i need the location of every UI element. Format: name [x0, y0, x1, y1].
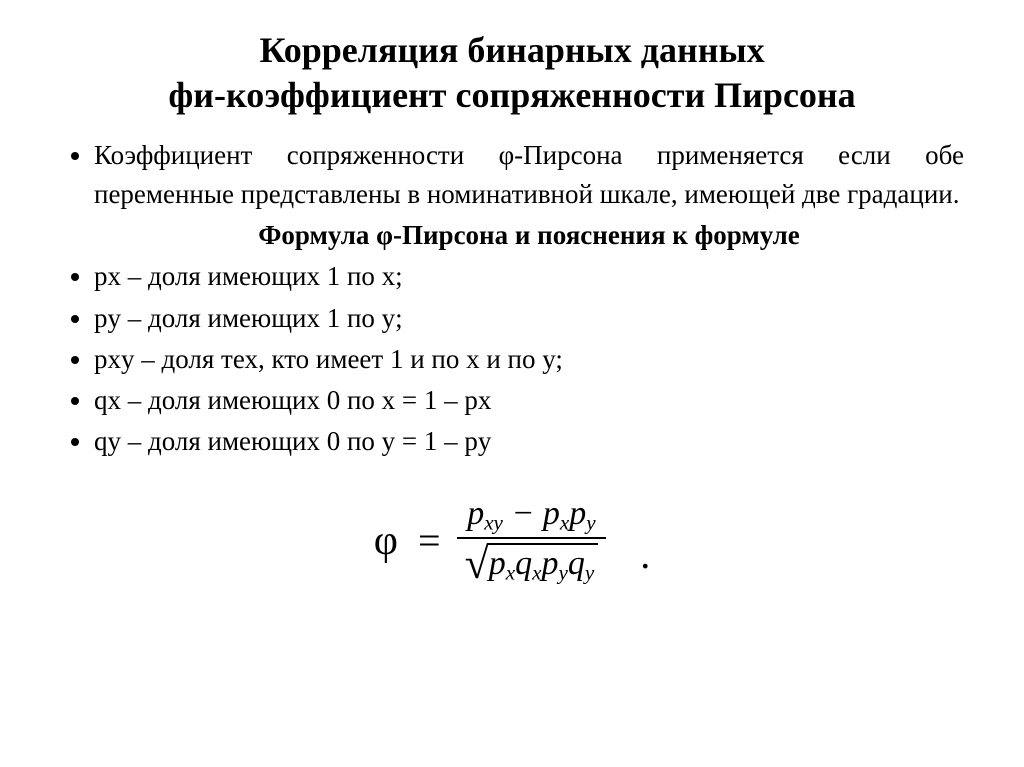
den-qx: qx: [515, 545, 541, 582]
equals-sign: =: [418, 521, 441, 561]
numerator: pxy − pxpy: [459, 493, 603, 537]
bullet-py: py – доля имеющих 1 по y;: [94, 299, 964, 338]
bullet-px: px – доля имеющих 1 по х;: [94, 257, 964, 296]
radicand: pxqxpyqy: [487, 543, 598, 583]
bullet-qx: qx – доля имеющих 0 по х = 1 – px: [94, 381, 964, 420]
intro-paragraph: Коэффициент сопряженности φ-Пирсона прим…: [94, 136, 964, 214]
radical-icon: √: [465, 544, 489, 584]
slide: Корреляция бинарных данных фи-коэффициен…: [0, 0, 1024, 767]
bullet-pxy: pxy – доля тех, кто имеет 1 и по х и по …: [94, 340, 964, 379]
formula-period: .: [640, 535, 650, 589]
den-px: px: [489, 545, 515, 582]
content-list: Коэффициент сопряженности φ-Пирсона прим…: [60, 136, 964, 461]
bullet-qy: qy – доля имеющих 0 по y = 1 – py: [94, 422, 964, 461]
square-root: √ pxqxpyqy: [465, 543, 599, 583]
subheading: Формула φ-Пирсона и пояснения к формуле: [94, 216, 964, 255]
den-qy: qy: [568, 545, 594, 582]
title-line-1: Корреляция бинарных данных: [60, 28, 964, 73]
num-py: py: [569, 495, 595, 532]
phi-formula: φ = pxy − pxpy √ pxqxpyqy: [374, 493, 650, 589]
denominator: √ pxqxpyqy: [457, 539, 607, 589]
num-px: px: [543, 495, 569, 532]
slide-title: Корреляция бинарных данных фи-коэффициен…: [60, 28, 964, 118]
phi-symbol: φ: [374, 520, 398, 562]
num-minus: −: [511, 495, 542, 532]
fraction: pxy − pxpy √ pxqxpyqy: [457, 493, 607, 589]
title-line-2: фи-коэффициент сопряженности Пирсона: [60, 73, 964, 118]
formula-region: φ = pxy − pxpy √ pxqxpyqy: [60, 493, 964, 589]
den-py: py: [541, 545, 567, 582]
num-p-xy: pxy: [467, 495, 503, 532]
